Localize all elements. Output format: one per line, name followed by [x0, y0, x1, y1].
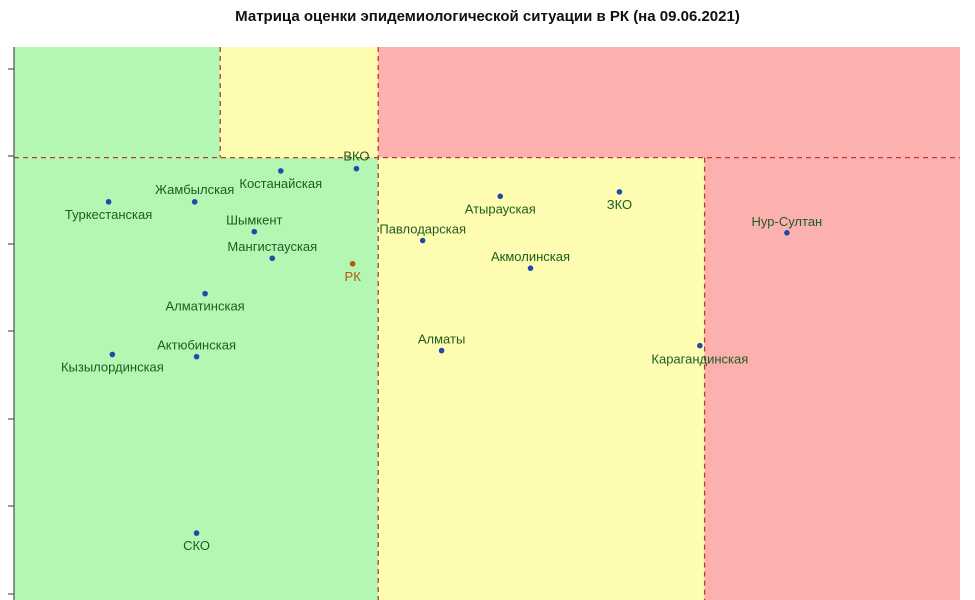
data-label: Нур-Султан — [752, 214, 823, 229]
zone-red — [704, 157, 960, 600]
data-label: Павлодарская — [379, 222, 466, 237]
data-label: Кызылординская — [61, 359, 164, 374]
zone-green-top — [14, 47, 221, 158]
data-point — [349, 260, 356, 267]
data-point — [527, 265, 534, 272]
zone-red-top — [378, 47, 961, 158]
data-point — [277, 168, 284, 174]
data-point — [616, 189, 623, 195]
data-label: СКО — [183, 538, 210, 553]
data-point — [202, 290, 208, 297]
data-point — [251, 228, 258, 235]
data-label: Алматинская — [165, 299, 244, 314]
zone-yellow-top — [220, 47, 379, 158]
data-label: ЗКО — [607, 197, 632, 212]
data-point — [193, 530, 200, 536]
data-label: Алматы — [418, 332, 465, 347]
data-label: Атырауская — [465, 201, 536, 216]
data-label: Жамбылская — [155, 182, 234, 197]
data-point — [269, 255, 276, 262]
data-point — [191, 199, 198, 205]
data-point — [438, 347, 445, 354]
data-point — [105, 199, 112, 205]
data-point — [193, 353, 200, 360]
zone-yellow — [378, 157, 705, 600]
zone-green — [14, 157, 379, 600]
data-label: Карагандинская — [651, 352, 748, 367]
data-label: Акмолинская — [491, 249, 570, 264]
data-label: РК — [345, 269, 362, 284]
data-point — [353, 165, 360, 172]
data-point — [697, 342, 703, 349]
data-label: Актюбинская — [157, 338, 236, 353]
data-point — [784, 230, 790, 236]
data-label: Шымкент — [226, 213, 282, 228]
data-point — [419, 237, 426, 244]
data-label: Туркестанская — [65, 207, 152, 222]
data-point — [497, 193, 504, 200]
data-label: Мангистауская — [227, 239, 317, 254]
data-point — [109, 351, 116, 358]
data-label: Костанайская — [239, 176, 322, 191]
chart-title: Матрица оценки эпидемиологической ситуац… — [235, 8, 740, 25]
data-label: ВКО — [343, 149, 369, 164]
